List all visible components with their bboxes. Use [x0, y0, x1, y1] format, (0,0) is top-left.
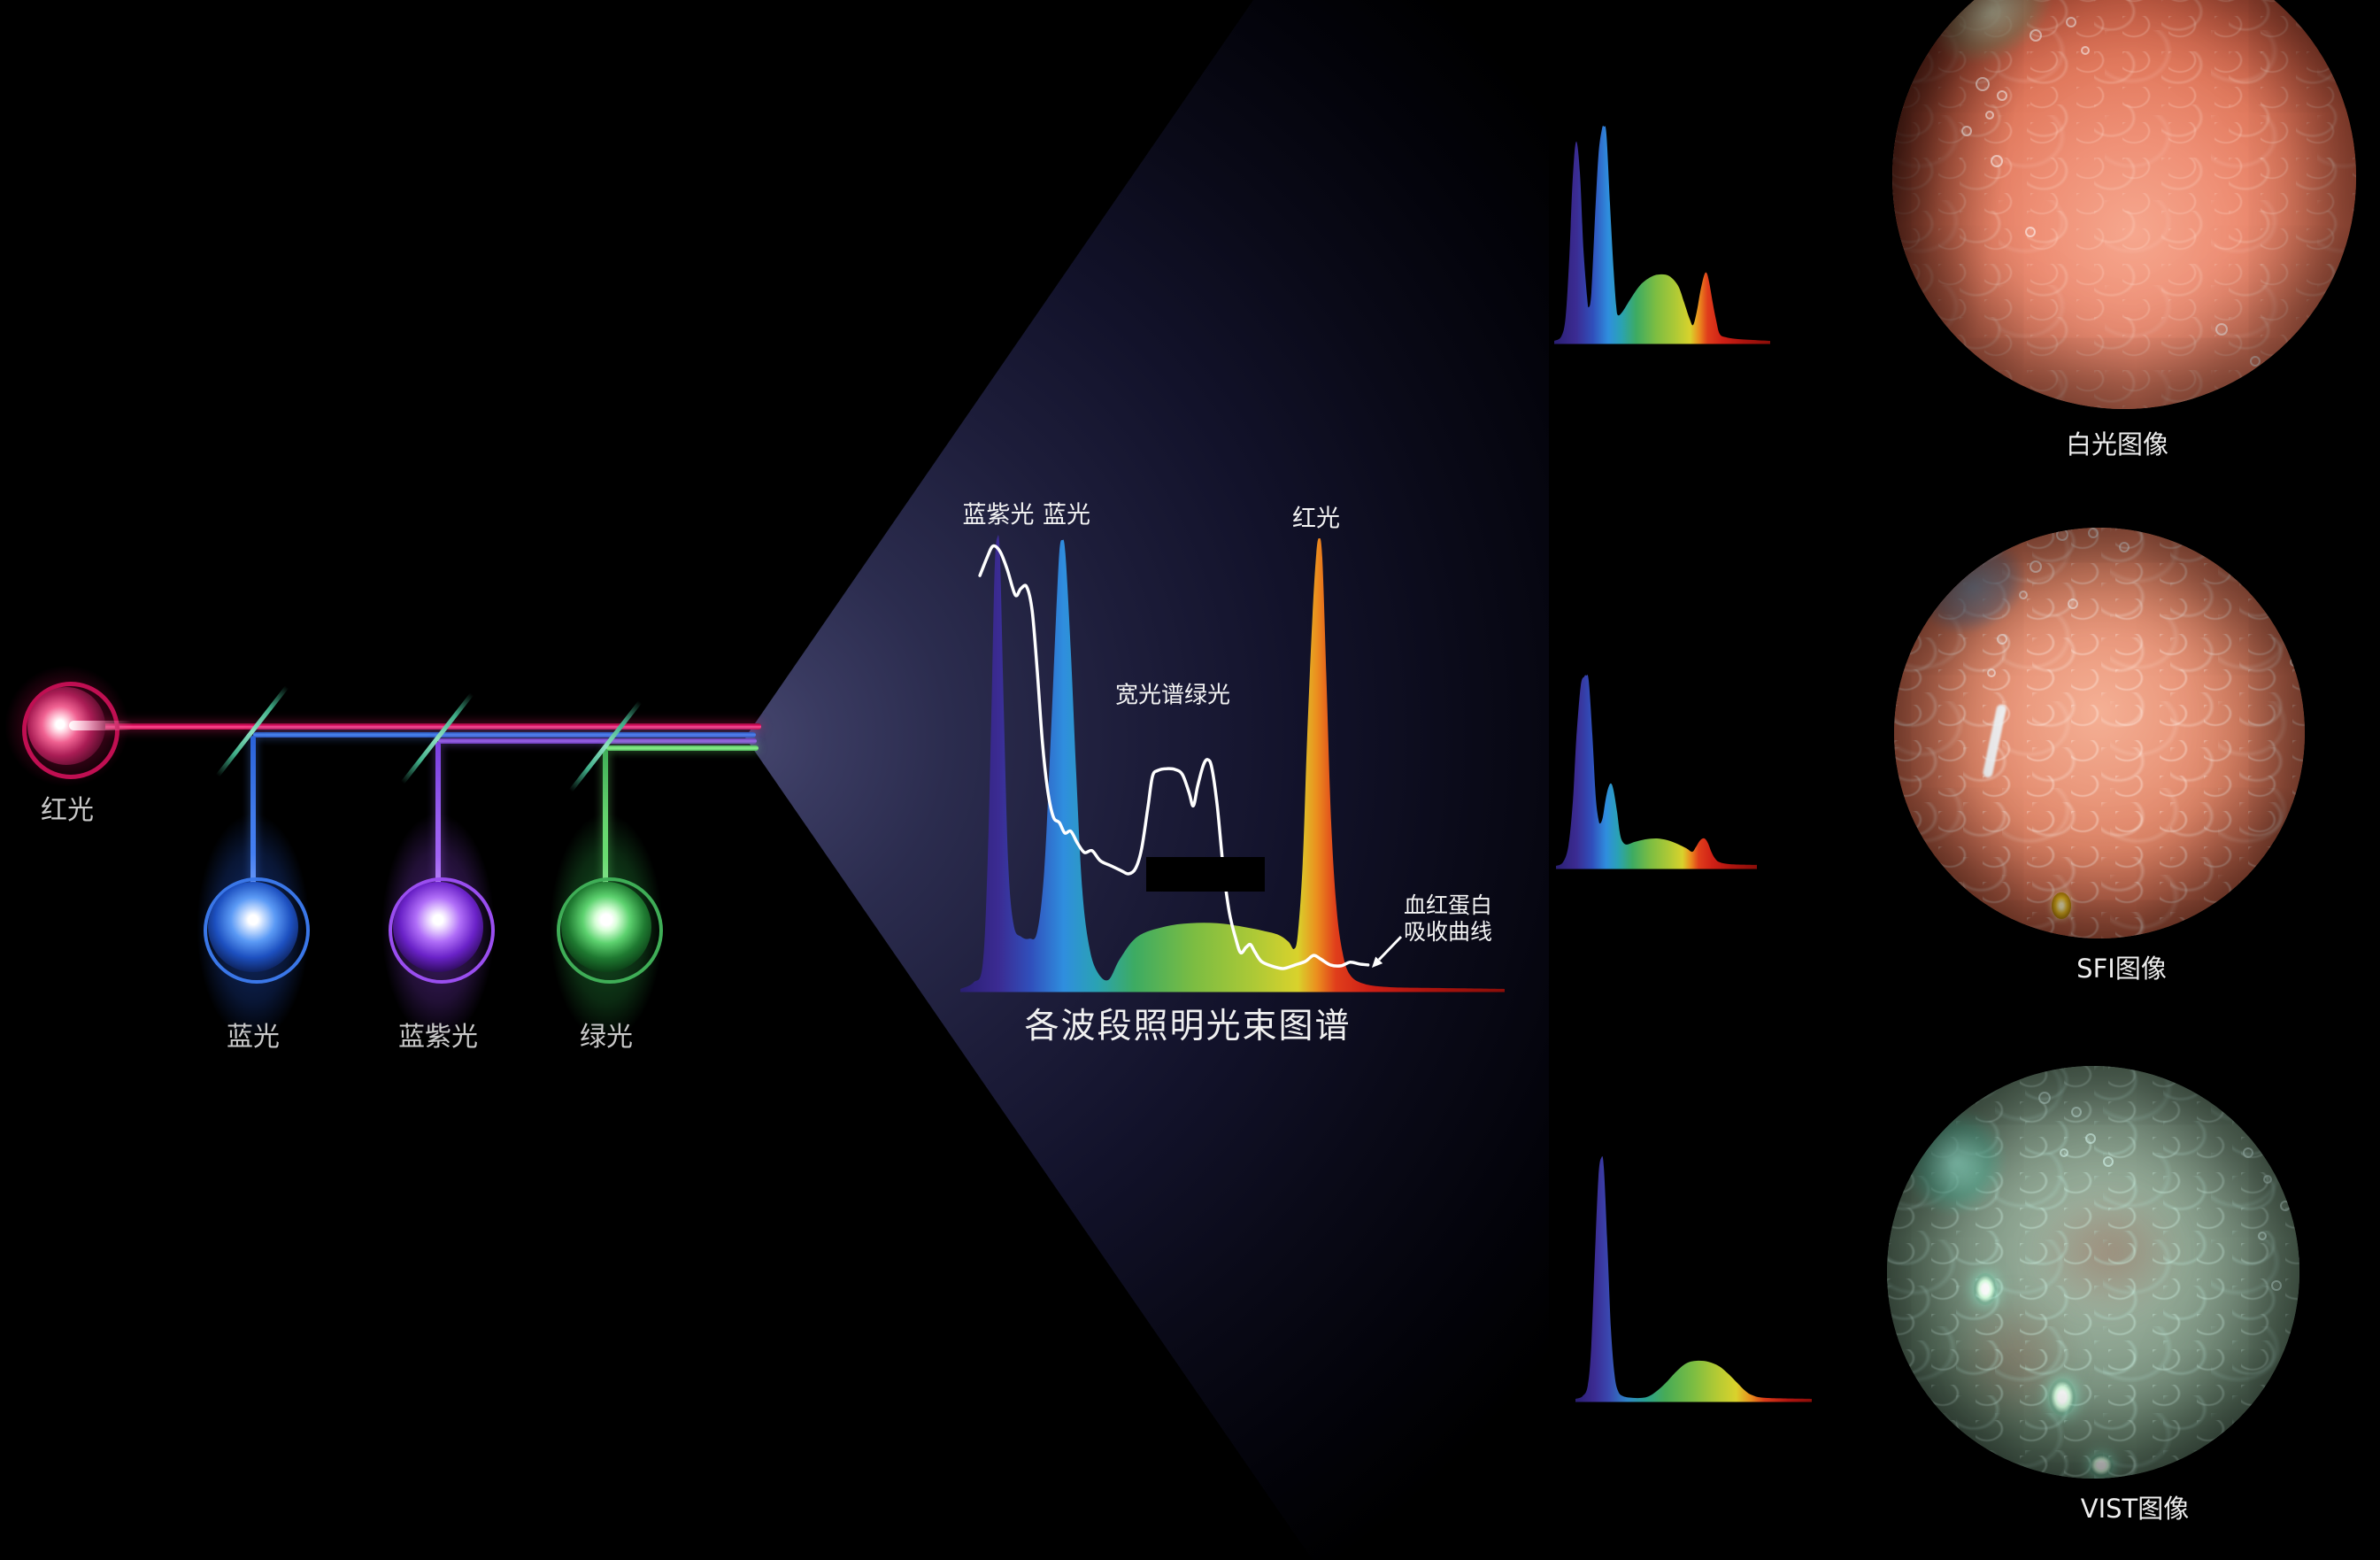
violet-source-core: [393, 882, 483, 972]
white-light-image-caption: 白光图像: [2065, 429, 2169, 460]
blue-beam-vertical: [250, 736, 256, 932]
chart-title: 各波段照明光束图谱: [1024, 1007, 1352, 1046]
green-source-ring: [557, 877, 663, 984]
green-source-core: [561, 882, 651, 972]
violet-source-ring: [389, 877, 495, 984]
vist-endoscopic-image: [1887, 1066, 2299, 1479]
chart-label-red: 红光: [1292, 505, 1340, 533]
sfi-spectrum-thumbnail: [1556, 675, 1757, 869]
hemoglobin-label-line2: 吸收曲线: [1404, 919, 1493, 945]
violet-beam-horizontal: [438, 738, 757, 744]
bright-spot-2: [2049, 1379, 2076, 1416]
green-beam-vertical: [603, 749, 608, 932]
chart-label-green: 宽光谱绿光: [1114, 682, 1231, 709]
sfi-image-caption: SFI图像: [2076, 954, 2167, 984]
bright-spot-1: [1974, 1273, 1997, 1305]
white-light-endoscopic-image: [1892, 0, 2356, 409]
sfi-endoscopic-image: [1894, 528, 2305, 938]
red-source-ring: [22, 682, 119, 779]
vignette: [1894, 528, 2305, 938]
bright-spot-3: [2089, 1454, 2114, 1477]
red-source-label: 红光: [41, 795, 94, 826]
vist-image-caption: VIST图像: [2080, 1494, 2190, 1524]
bubbles-overlay: [1961, 17, 2279, 392]
blue-source-ring: [204, 877, 310, 984]
vignette: [1887, 1066, 2299, 1479]
violet-source-label: 蓝紫光: [398, 1022, 478, 1053]
red-source-flare: [69, 721, 133, 730]
red-beam-horizontal: [74, 723, 761, 730]
censor-box: [1146, 857, 1265, 892]
hemoglobin-label-line1: 血红蛋白: [1404, 892, 1493, 918]
wli-spectrum-thumbnail: [1554, 126, 1770, 344]
bubbles-overlay: [1987, 528, 2305, 677]
hemoglobin-label: 血红蛋白 吸收曲线: [1404, 892, 1492, 946]
blue-source-label: 蓝光: [227, 1022, 280, 1053]
main-spectrum-chart: [960, 535, 1505, 992]
blue-beam-horizontal: [253, 732, 756, 738]
blue-source-core: [208, 882, 298, 972]
hemoglobin-absorption-curve: [978, 544, 1370, 970]
chart-label-blue: 蓝光: [1043, 501, 1090, 529]
violet-beam-vertical: [435, 742, 441, 932]
yellow-spot: [2052, 892, 2071, 919]
green-source-label: 绿光: [580, 1022, 633, 1053]
mucosa-patch-2: [1931, 1270, 2099, 1447]
bubbles-overlay: [2038, 1092, 2299, 1291]
chart-label-violet: 蓝紫光: [962, 501, 1035, 529]
green-beam-horizontal: [606, 745, 759, 751]
vist-spectrum-thumbnail: [1575, 1156, 1812, 1402]
hemoglobin-arrow: [1372, 935, 1403, 968]
